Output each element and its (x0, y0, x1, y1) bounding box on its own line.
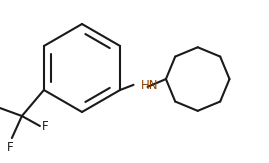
Text: HN: HN (140, 79, 158, 92)
Text: F: F (42, 119, 48, 133)
Text: F: F (6, 141, 13, 154)
